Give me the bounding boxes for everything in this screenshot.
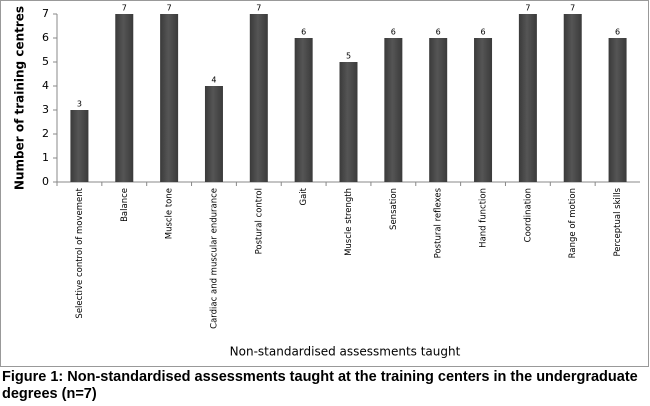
figure-caption: Figure 1: Non-standardised assessments t… [2, 369, 638, 402]
x-tick-label: Postural reflexes [434, 187, 444, 258]
y-axis-label: Number of training centres [13, 6, 27, 190]
x-tick-label: Balance [120, 188, 130, 222]
x-tick-label: Range of motion [568, 188, 578, 258]
value-label: 3 [77, 100, 82, 109]
y-tick-label: 3 [42, 103, 49, 116]
bar [474, 38, 493, 182]
bar [518, 14, 537, 182]
bar [70, 110, 89, 182]
x-tick-label: Muscle strength [344, 188, 354, 256]
y-tick-label: 2 [42, 127, 49, 140]
bar [384, 38, 403, 182]
x-tick-label: Sensation [389, 188, 399, 230]
x-tick-label: Hand function [479, 188, 489, 248]
bar [160, 14, 179, 182]
bar [563, 14, 582, 182]
value-label: 7 [256, 4, 261, 13]
value-label: 6 [480, 28, 485, 37]
bar [294, 38, 313, 182]
x-tick-label: Cardiac and muscular endurance [209, 188, 219, 329]
bar [608, 38, 627, 182]
bar [339, 62, 358, 182]
x-tick-label: Gait [299, 187, 309, 205]
value-label: 4 [211, 76, 216, 85]
y-tick-label: 1 [42, 151, 49, 164]
value-label: 6 [615, 28, 620, 37]
value-label: 7 [570, 4, 575, 13]
value-label: 7 [122, 4, 127, 13]
bar [115, 14, 134, 182]
value-label: 6 [436, 28, 441, 37]
x-tick-label: Selective control of movement [75, 187, 85, 318]
y-tick-label: 7 [42, 7, 49, 20]
value-label: 5 [346, 52, 351, 61]
y-tick-label: 4 [42, 79, 49, 92]
chart-border [0, 0, 649, 367]
value-label: 7 [525, 4, 530, 13]
bar [429, 38, 448, 182]
chart: Number of training centres Non-standardi… [0, 0, 649, 367]
x-tick-label: Postural control [254, 188, 264, 254]
value-label: 6 [391, 28, 396, 37]
x-tick-label: Perceptual skills [613, 187, 623, 256]
x-axis-label: Non-standardised assessments taught [230, 345, 461, 359]
x-tick-label: Muscle tone [165, 188, 175, 239]
value-label: 6 [301, 28, 306, 37]
y-tick-label: 0 [42, 175, 49, 188]
x-tick-label: Coordination [523, 188, 533, 242]
bar [204, 86, 223, 182]
y-tick-label: 5 [42, 55, 49, 68]
bar [249, 14, 268, 182]
y-tick-label: 6 [42, 31, 49, 44]
value-label: 7 [167, 4, 172, 13]
